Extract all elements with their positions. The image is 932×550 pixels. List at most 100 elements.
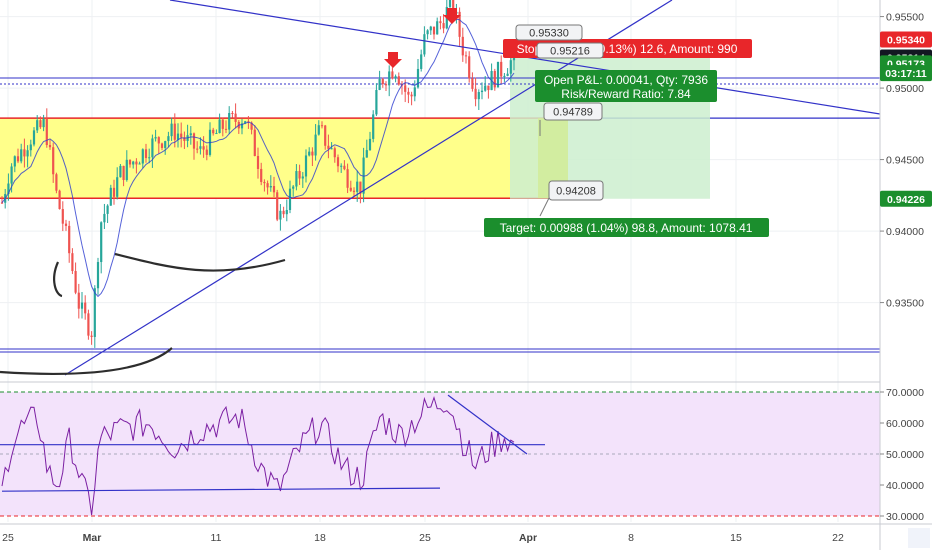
candle-body: [420, 54, 423, 69]
candle-body: [474, 88, 477, 100]
candle-body: [407, 91, 410, 95]
candle-body: [394, 76, 397, 79]
candle-body: [317, 125, 320, 135]
candle-body: [464, 55, 468, 57]
candle-body: [196, 148, 199, 150]
rsi-trendline: [447, 394, 528, 455]
rsi-tick-label: 70.0000: [886, 387, 924, 399]
candle-body: [365, 150, 368, 158]
candle-body: [103, 213, 106, 223]
candle-body: [45, 118, 48, 146]
candle-body: [448, 0, 452, 7]
candle-body: [493, 70, 496, 88]
price-callout-box: [515, 24, 583, 41]
candle-body: [68, 225, 71, 254]
candle-body: [189, 133, 192, 136]
candle-body: [256, 155, 260, 169]
candle-body: [320, 125, 324, 127]
candle-body: [429, 26, 432, 31]
target-label-text: Target: 0.00988 (1.04%) 98.8, Amount: 10…: [500, 221, 753, 235]
price-callout-box: [543, 102, 603, 121]
candle-body: [0, 202, 4, 204]
candle-body: [295, 171, 298, 187]
candle-body: [151, 138, 154, 158]
candle-body: [13, 156, 16, 167]
price-zones: [0, 39, 880, 353]
target-label-box: [484, 218, 769, 237]
candle-body: [372, 114, 375, 139]
candle-body: [368, 138, 372, 151]
candle-body: [183, 137, 186, 141]
candle-body: [391, 71, 394, 79]
candle-body: [480, 90, 484, 93]
candle-body: [221, 119, 224, 129]
candle-body: [84, 302, 87, 314]
candle-body: [80, 302, 84, 309]
candle-body: [336, 157, 340, 167]
candle-body: [244, 121, 247, 124]
price-callout-box: [536, 42, 604, 59]
candle-body: [311, 151, 314, 156]
price-badge: [880, 190, 932, 207]
time-tick-label: 11: [211, 532, 222, 544]
price-callout-box: [548, 180, 604, 201]
candle-body: [77, 292, 80, 309]
candle-body: [503, 75, 506, 77]
price-badge-label: 0.95340: [887, 34, 925, 46]
hand-drawn-arc-lower: [0, 347, 173, 375]
price-callout-text: 0.95216: [550, 46, 590, 58]
candle-body: [141, 149, 144, 164]
rsi-tick-label: 30.0000: [886, 511, 924, 523]
candle-body: [477, 92, 480, 100]
candle-body: [509, 60, 512, 74]
candle-body: [96, 262, 100, 289]
candle-body: [282, 210, 285, 215]
candle-body: [288, 188, 292, 210]
candle-body: [260, 168, 263, 182]
candle-body: [285, 209, 288, 215]
candle-body: [192, 133, 196, 149]
candle-body: [468, 56, 471, 79]
open-pnl-text: Open P&L: 0.00041, Qty: 7936: [544, 73, 708, 87]
price-tick-label: 0.95500: [886, 12, 924, 24]
candle-body: [132, 161, 135, 165]
price-tick-label: 0.94000: [886, 226, 924, 238]
candle-body: [20, 149, 23, 162]
candle-body: [55, 174, 58, 191]
candle-body: [378, 78, 381, 90]
candle-body: [384, 84, 388, 86]
hand-drawn-arc-upper: [114, 252, 286, 272]
candle-body: [506, 73, 509, 76]
time-tick-label: 18: [314, 532, 326, 544]
time-tick-label: Apr: [519, 532, 537, 544]
time-tick-label: 22: [832, 532, 844, 544]
open-pnl-box: [535, 70, 717, 102]
candle-body: [87, 313, 90, 336]
candle-body: [42, 118, 45, 128]
red-down-arrow: [443, 8, 461, 24]
candle-body: [61, 209, 64, 224]
rsi-support-line: [1, 487, 441, 492]
candle-body: [356, 181, 359, 192]
candle-body: [32, 130, 36, 145]
price-badge: [880, 31, 932, 48]
candle-body: [416, 68, 420, 88]
price-callout-text: 0.94208: [556, 186, 596, 198]
candle-body: [215, 133, 218, 135]
candle-body: [484, 85, 487, 91]
candle-body: [93, 288, 96, 337]
candle-body: [119, 165, 122, 178]
candle-body: [7, 183, 10, 195]
axis-corner: [908, 528, 930, 548]
candle-body: [432, 26, 436, 35]
candle-body: [442, 23, 445, 29]
candle-body: [340, 165, 343, 167]
candle-body: [381, 78, 384, 85]
price-tick-label: 0.95000: [886, 83, 924, 95]
candle-body: [36, 120, 39, 131]
rsi-tick-label: 40.0000: [886, 480, 924, 492]
candle-body: [224, 128, 228, 130]
candle-body: [135, 161, 138, 165]
